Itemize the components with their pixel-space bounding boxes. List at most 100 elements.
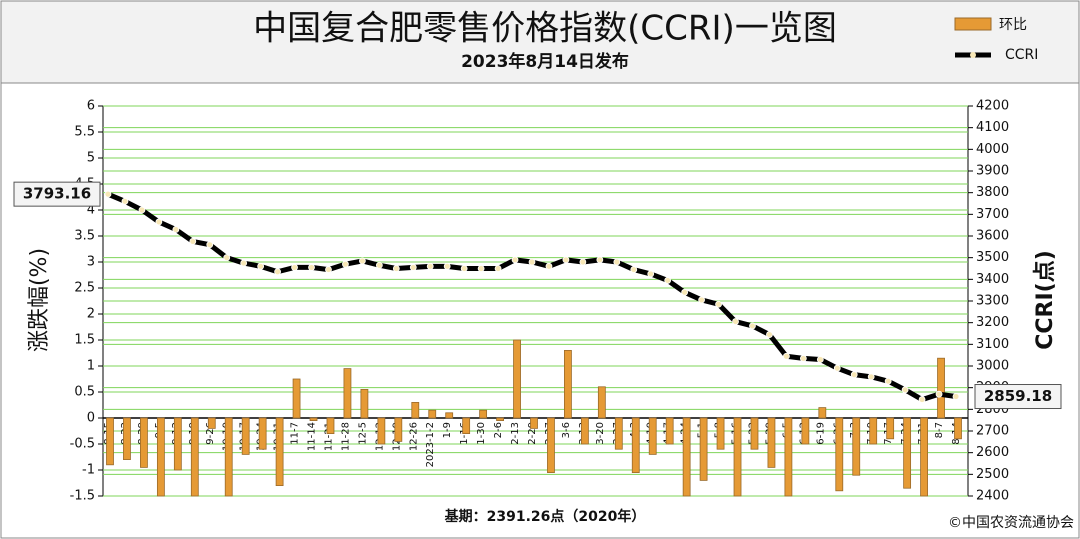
bar bbox=[156, 417, 165, 497]
point bbox=[189, 238, 197, 245]
point bbox=[358, 257, 366, 265]
bar bbox=[682, 417, 691, 497]
point bbox=[308, 264, 315, 271]
bar bbox=[309, 417, 318, 421]
callout-box bbox=[13, 181, 101, 207]
x-tick-label: 9-26 bbox=[205, 422, 216, 445]
point bbox=[206, 241, 214, 249]
y-tick-label: 1 bbox=[87, 359, 95, 374]
x-tick-label: 12-5 bbox=[357, 422, 368, 445]
point bbox=[884, 377, 892, 385]
bar bbox=[140, 417, 148, 468]
x-tick-label: 1-9 bbox=[442, 422, 453, 438]
point bbox=[342, 260, 349, 268]
bar bbox=[173, 417, 182, 471]
bar bbox=[106, 417, 114, 466]
point bbox=[104, 190, 112, 198]
point bbox=[392, 265, 400, 272]
y-tick-label: -1 bbox=[82, 463, 95, 478]
bar bbox=[207, 417, 216, 429]
bar bbox=[224, 417, 233, 497]
y2-tick-label: 3700 bbox=[976, 207, 1009, 222]
point bbox=[664, 277, 672, 284]
bar bbox=[767, 417, 776, 468]
y2-tick-label: 3800 bbox=[976, 185, 1009, 200]
y-tick-label: 3.5 bbox=[74, 229, 95, 244]
y-tick-label: 6 bbox=[87, 99, 95, 114]
bar bbox=[665, 417, 674, 445]
point bbox=[511, 256, 519, 264]
y-tick-label: 5.5 bbox=[74, 125, 95, 140]
base-note: 基期：2391.26点（2020年） bbox=[445, 508, 646, 525]
point bbox=[681, 288, 689, 296]
y-tick-label: 2 bbox=[87, 307, 95, 322]
point bbox=[155, 218, 163, 226]
y2-tick-label: 2700 bbox=[976, 424, 1009, 439]
bar bbox=[852, 417, 861, 476]
bar bbox=[292, 378, 301, 419]
callout-box bbox=[974, 384, 1062, 410]
bar bbox=[394, 417, 403, 442]
point bbox=[257, 262, 265, 270]
point bbox=[952, 393, 960, 400]
bar bbox=[530, 417, 538, 429]
point bbox=[749, 322, 756, 330]
point bbox=[460, 265, 468, 272]
y-tick-label: -1.5 bbox=[70, 489, 95, 504]
header-band bbox=[0, 0, 1080, 84]
y2-axis-label: CCRI(点) bbox=[1032, 250, 1058, 350]
bar bbox=[954, 417, 962, 440]
x-tick-label: 2-20 bbox=[527, 422, 538, 445]
x-tick-label: 2-13 bbox=[510, 422, 521, 445]
x-tick-label: 1-30 bbox=[476, 422, 487, 445]
bar bbox=[750, 417, 759, 450]
point bbox=[647, 270, 655, 278]
point bbox=[409, 264, 417, 271]
legend-label: 环比 bbox=[999, 17, 1027, 33]
point bbox=[325, 266, 332, 273]
y2-tick-label: 2600 bbox=[976, 445, 1009, 460]
bar bbox=[343, 368, 352, 419]
point bbox=[850, 371, 858, 379]
y2-tick-label: 2500 bbox=[976, 467, 1009, 482]
legend-swatch bbox=[954, 17, 992, 31]
bar bbox=[377, 417, 386, 445]
bar bbox=[479, 409, 488, 419]
y2-tick-label: 3300 bbox=[976, 294, 1009, 309]
point bbox=[240, 259, 248, 267]
y2-tick-label: 3100 bbox=[976, 337, 1009, 352]
point bbox=[901, 386, 909, 394]
point bbox=[426, 262, 434, 270]
bar bbox=[326, 417, 335, 435]
y2-tick-label: 3900 bbox=[976, 164, 1009, 179]
y-tick-label: 0 bbox=[87, 411, 95, 426]
value-label: 2859.18 bbox=[984, 387, 1052, 405]
bar bbox=[937, 357, 945, 419]
bar bbox=[411, 401, 420, 419]
x-tick-label: 11-7 bbox=[290, 422, 301, 445]
bar bbox=[699, 417, 708, 481]
bar bbox=[547, 417, 555, 473]
bar bbox=[597, 386, 606, 419]
value-label: 3793.16 bbox=[23, 185, 91, 203]
bar bbox=[190, 417, 199, 497]
bar bbox=[648, 417, 657, 455]
bar bbox=[580, 417, 589, 445]
point bbox=[867, 373, 875, 381]
bar bbox=[801, 417, 810, 445]
bar bbox=[920, 417, 928, 497]
bar bbox=[275, 417, 284, 486]
y2-tick-label: 3200 bbox=[976, 315, 1009, 330]
point bbox=[477, 265, 485, 272]
point bbox=[545, 262, 553, 270]
x-tick-label: 8-7 bbox=[934, 422, 945, 438]
bar bbox=[733, 417, 742, 497]
bar bbox=[818, 407, 827, 419]
x-tick-label: 3-6 bbox=[561, 422, 572, 438]
point bbox=[630, 266, 638, 273]
y-tick-label: 2.5 bbox=[74, 281, 95, 296]
chart-subtitle: 2023年8月14日发布 bbox=[461, 51, 629, 72]
chart-title: 中国复合肥零售价格指数(CCRI)一览图 bbox=[253, 9, 837, 49]
bar bbox=[886, 417, 895, 440]
